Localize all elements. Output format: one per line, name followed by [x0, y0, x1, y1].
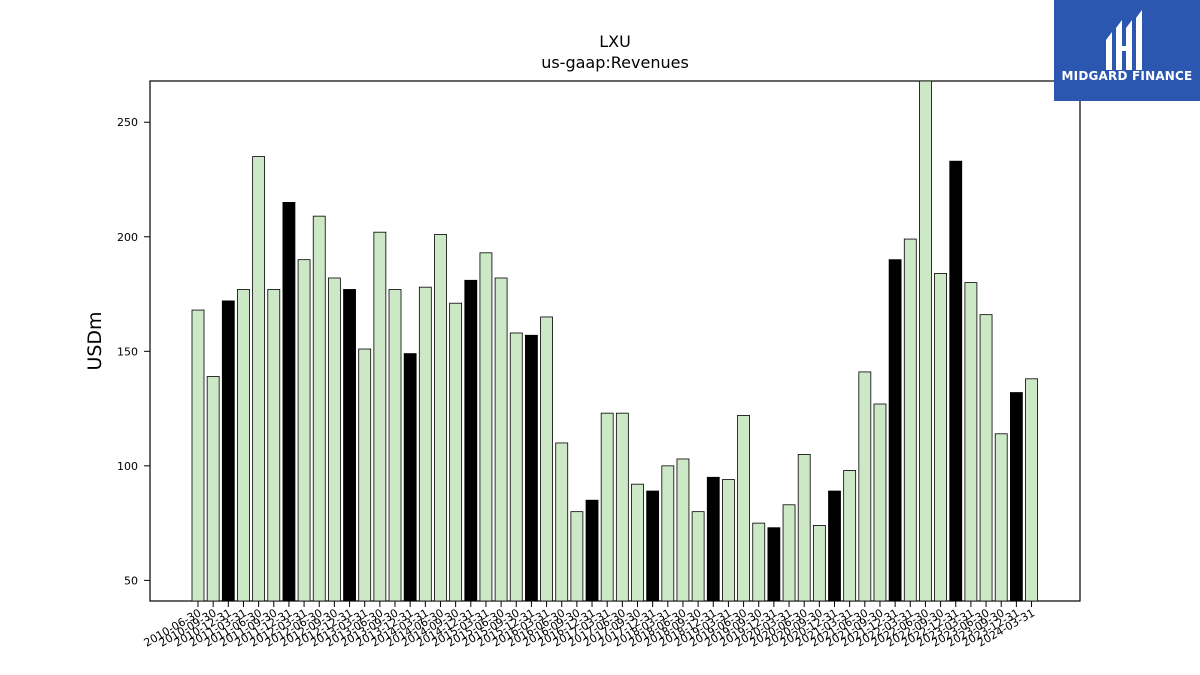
bar-2024-03-31 [1025, 378, 1038, 602]
bar-2013-03-31 [358, 348, 372, 602]
bar-2015-09-30 [509, 332, 523, 602]
bar-2016-03-31 [540, 316, 553, 602]
x-axis: 2010-06-302010-09-302010-12-312011-03-31… [142, 601, 1037, 650]
bar-2020-12-31 [828, 490, 841, 602]
bar-2016-06-30 [555, 442, 569, 602]
bar-2018-03-31 [661, 465, 675, 602]
bar-2011-09-30 [267, 289, 281, 602]
bar-2021-09-30 [873, 403, 887, 602]
bar-2016-09-30 [570, 511, 584, 602]
bar-2014-09-30 [449, 302, 463, 602]
y-tick-label-200: 200 [117, 231, 138, 244]
bar-2017-06-30 [615, 412, 629, 602]
bar-2022-06-30 [919, 80, 932, 602]
bar-2013-09-30 [388, 289, 402, 602]
bar-2015-03-31 [479, 252, 493, 602]
bar-2018-12-31 [706, 476, 720, 602]
bar-2010-12-31 [221, 300, 235, 602]
midgard-logo-icon [1106, 10, 1142, 70]
y-tick-label-100: 100 [117, 460, 138, 473]
bar-2017-12-31 [646, 490, 660, 602]
bar-2023-09-30 [994, 433, 1008, 602]
bar-2023-06-30 [979, 314, 993, 602]
bar-2015-06-30 [494, 277, 508, 602]
bars-group [191, 80, 1038, 602]
bar-2012-12-31 [343, 289, 356, 602]
y-tick-label-50: 50 [124, 574, 138, 587]
bar-2019-06-30 [737, 415, 750, 602]
bar-2012-06-30 [312, 215, 326, 602]
y-axis-label: USDm [84, 311, 106, 370]
plot-frame [149, 80, 1081, 602]
bar-2010-09-30 [206, 376, 220, 602]
chart-title: LXU [599, 32, 631, 51]
bar-2020-03-31 [782, 504, 796, 602]
bar-2022-09-30 [934, 273, 947, 602]
bar-2023-12-31 [1009, 392, 1023, 602]
bar-2022-12-31 [949, 160, 963, 602]
chart-subtitle: us-gaap:Revenues [541, 53, 689, 72]
bar-2021-12-31 [888, 259, 902, 602]
y-tick-label-250: 250 [117, 116, 138, 129]
bar-2013-12-31 [403, 353, 417, 602]
bar-2016-12-31 [585, 499, 599, 602]
midgard-finance-logo: MIDGARD FINANCE [1054, 0, 1200, 101]
bar-2014-03-31 [418, 286, 432, 602]
bar-2013-06-30 [373, 231, 387, 602]
bar-2015-12-31 [525, 334, 538, 602]
bar-2011-06-30 [252, 156, 266, 602]
bar-2020-09-30 [812, 525, 826, 602]
bar-2011-12-31 [282, 202, 296, 602]
bar-2012-03-31 [297, 259, 311, 602]
bar-2021-06-30 [858, 371, 872, 602]
bar-2019-03-31 [722, 479, 735, 602]
logo-text: MIDGARD FINANCE [1061, 69, 1193, 83]
bar-2017-03-31 [600, 412, 614, 602]
bar-2023-03-31 [964, 282, 978, 602]
bar-2014-12-31 [464, 279, 478, 602]
bar-2019-09-30 [752, 522, 766, 602]
bar-2022-03-31 [903, 238, 917, 602]
y-axis: 50 100 150 200 250 [117, 116, 150, 587]
bar-2011-03-31 [237, 289, 250, 602]
bar-2019-12-31 [767, 527, 781, 602]
bar-2017-09-30 [631, 483, 644, 602]
bar-2021-03-31 [843, 470, 857, 602]
bar-2012-09-30 [327, 277, 341, 602]
bar-2018-06-30 [676, 458, 690, 602]
bar-2018-09-30 [691, 511, 705, 602]
bar-2014-06-30 [434, 234, 447, 602]
bar-2020-06-30 [797, 453, 811, 602]
y-tick-label-150: 150 [117, 345, 138, 358]
bar-2010-06-30 [191, 309, 205, 602]
